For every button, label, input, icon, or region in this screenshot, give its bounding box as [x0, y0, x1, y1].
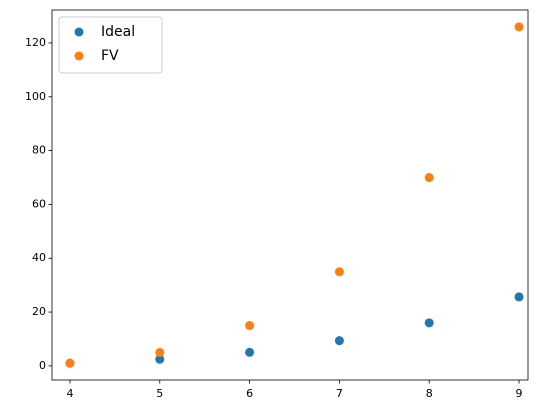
legend-marker	[74, 51, 84, 61]
x-tick-label: 4	[66, 387, 73, 400]
x-tick-label: 7	[336, 387, 343, 400]
point	[424, 173, 434, 183]
legend-box	[58, 16, 163, 74]
point	[245, 347, 255, 357]
y-tick-label: 120	[25, 36, 46, 49]
plot-area	[51, 9, 529, 381]
y-tick-label: 100	[25, 90, 46, 103]
point	[514, 292, 524, 302]
point	[514, 22, 524, 32]
x-tick-label: 9	[516, 387, 523, 400]
y-tick-label: 0	[39, 359, 46, 372]
y-tick-label: 60	[32, 197, 46, 210]
x-tick-label: 6	[246, 387, 253, 400]
x-tick-label: 5	[156, 387, 163, 400]
legend-label: FV	[101, 48, 119, 64]
point	[245, 321, 255, 331]
y-tick-label: 20	[32, 305, 46, 318]
y-tick-label: 40	[32, 251, 46, 264]
x-tick-label: 8	[426, 387, 433, 400]
point	[424, 318, 434, 328]
legend-marker	[74, 27, 84, 37]
point	[155, 347, 165, 357]
y-tick-label: 80	[32, 144, 46, 157]
legend-label: Ideal	[101, 24, 135, 40]
point	[65, 358, 75, 368]
point	[155, 354, 165, 364]
point	[334, 267, 344, 277]
point	[334, 336, 344, 346]
